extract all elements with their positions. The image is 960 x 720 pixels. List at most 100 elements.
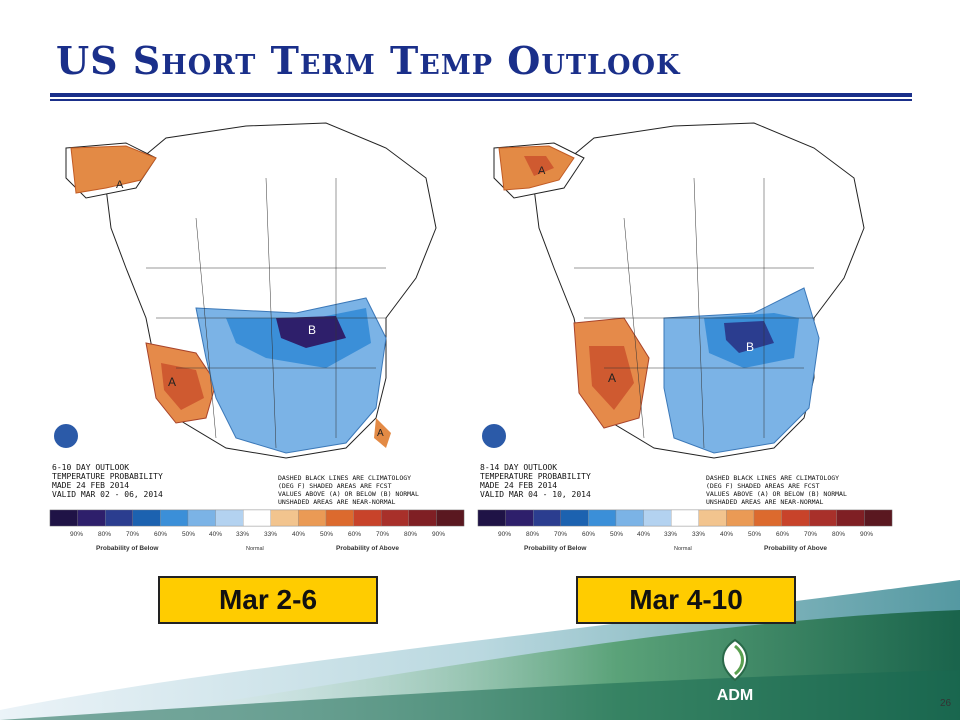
legend-swatch [809, 509, 837, 527]
page-number: 26 [940, 698, 952, 709]
title-rule [50, 93, 912, 97]
adm-logo: ADM [717, 638, 753, 704]
label-florida-a: A [377, 428, 384, 439]
map1-header-line-4: VALID MAR 02 - 06, 2014 [52, 490, 163, 499]
legend-swatch [753, 509, 782, 527]
map2-footnote-3: VALUES ABOVE (A) OR BELOW (B) NORMAL [706, 490, 847, 498]
background-swoosh [0, 580, 960, 720]
outlook-map-6-10: A A B A 6-10 DAY OUTLOOK TEMPERATURE PRO… [46, 118, 466, 560]
map1-normal-label: Normal [246, 546, 264, 552]
map2-tick-10: 60% [776, 531, 789, 538]
legend-swatch [243, 509, 271, 527]
map1-header-line-3: MADE 24 FEB 2014 [52, 481, 129, 490]
legend-swatch [864, 509, 893, 527]
noaa-logo-icon [52, 422, 80, 450]
map2-footnote-4: UNSHADED AREAS ARE NEAR-NORMAL [706, 498, 823, 506]
noaa-logo-icon [480, 422, 508, 450]
map1-tick-4: 50% [182, 531, 195, 538]
map1-tick-7: 33% [264, 531, 277, 538]
map1-tick-5: 40% [209, 531, 222, 538]
legend-swatch [77, 509, 106, 527]
map2-tick-3: 60% [582, 531, 595, 538]
legend-swatch [49, 509, 78, 527]
map2-tick-5: 40% [637, 531, 650, 538]
map2-tick-7: 33% [692, 531, 705, 538]
legend-swatch [698, 509, 727, 527]
map1-footnote-4: UNSHADED AREAS ARE NEAR-NORMAL [278, 498, 395, 506]
label-b: B [746, 340, 754, 354]
adm-logo-text: ADM [717, 687, 753, 704]
legend-swatch [477, 509, 506, 527]
map1-tick-13: 90% [432, 531, 445, 538]
map1-below-label: Probability of Below [96, 545, 159, 552]
map1-tick-3: 60% [154, 531, 167, 538]
map2-tick-0: 90% [498, 531, 511, 538]
legend-swatch [615, 509, 644, 527]
map2-above-label: Probability of Above [764, 545, 827, 552]
legend-swatch [560, 509, 589, 527]
map2-tick-6: 33% [664, 531, 677, 538]
map1-tick-11: 70% [376, 531, 389, 538]
map1-caption: Mar 2-6 [158, 576, 378, 624]
map1-tick-12: 80% [404, 531, 417, 538]
legend-swatch [132, 509, 161, 527]
map2-header-line-3: MADE 24 FEB 2014 [480, 481, 557, 490]
map1-tick-1: 80% [98, 531, 111, 538]
map2-tick-1: 80% [526, 531, 539, 538]
map2-header-line-4: VALID MAR 04 - 10, 2014 [480, 490, 591, 499]
label-b: B [308, 323, 316, 337]
title-rule-thin [50, 99, 912, 101]
label-west-a: A [608, 371, 616, 385]
map1-footnote-2: (DEG F) SHADED AREAS ARE FCST [278, 482, 392, 490]
legend-swatch [836, 509, 865, 527]
legend-swatch [505, 509, 534, 527]
legend-swatch [270, 509, 299, 527]
map2-caption: Mar 4-10 [576, 576, 796, 624]
alaska-above-area [70, 145, 157, 194]
legend-swatch [187, 509, 216, 527]
legend-swatch [353, 509, 382, 527]
map2-header-line-2: TEMPERATURE PROBABILITY [480, 472, 591, 481]
map2-normal-label: Normal [674, 546, 692, 552]
map2-tick-13: 90% [860, 531, 873, 538]
label-west-a: A [168, 375, 176, 389]
map2-tick-9: 50% [748, 531, 761, 538]
legend-swatch [325, 509, 354, 527]
legend-swatch [381, 509, 409, 527]
map1-tick-9: 50% [320, 531, 333, 538]
map1-tick-10: 60% [348, 531, 361, 538]
outlook-map-8-14: A A B 8-14 DAY OUTLOOK TEMPERATURE PROBA… [474, 118, 894, 560]
legend-swatch [588, 509, 617, 527]
map2-tick-2: 70% [554, 531, 567, 538]
map1-header-line-2: TEMPERATURE PROBABILITY [52, 472, 163, 481]
label-alaska-a: A [116, 179, 124, 191]
legend-swatch [671, 509, 699, 527]
map2-tick-12: 80% [832, 531, 845, 538]
map1-tick-0: 90% [70, 531, 83, 538]
legend-swatch [160, 509, 189, 527]
map1-tick-8: 40% [292, 531, 305, 538]
map2-tick-4: 50% [610, 531, 623, 538]
map2-tick-11: 70% [804, 531, 817, 538]
legend-swatch [643, 509, 672, 527]
map1-tick-2: 70% [126, 531, 139, 538]
map2-tick-8: 40% [720, 531, 733, 538]
legend-swatch [215, 509, 244, 527]
legend-swatch [408, 509, 437, 527]
legend-swatch [533, 509, 561, 527]
legend-swatch [105, 509, 133, 527]
legend-swatch [726, 509, 755, 527]
map2-header-line-1: 8-14 DAY OUTLOOK [480, 463, 557, 472]
map2-footnote-2: (DEG F) SHADED AREAS ARE FCST [706, 482, 820, 490]
legend-swatch [781, 509, 810, 527]
map1-above-label: Probability of Above [336, 545, 399, 552]
legend-swatch [436, 509, 465, 527]
map2-footnote-1: DASHED BLACK LINES ARE CLIMATOLOGY [706, 474, 839, 482]
legend-swatch [298, 509, 327, 527]
slide-title: US Short Term Temp Outlook [56, 38, 681, 83]
map2-below-label: Probability of Below [524, 545, 587, 552]
map1-footnote-3: VALUES ABOVE (A) OR BELOW (B) NORMAL [278, 490, 419, 498]
map1-tick-6: 33% [236, 531, 249, 538]
map1-header-line-1: 6-10 DAY OUTLOOK [52, 463, 129, 472]
label-alaska-a: A [538, 165, 546, 177]
